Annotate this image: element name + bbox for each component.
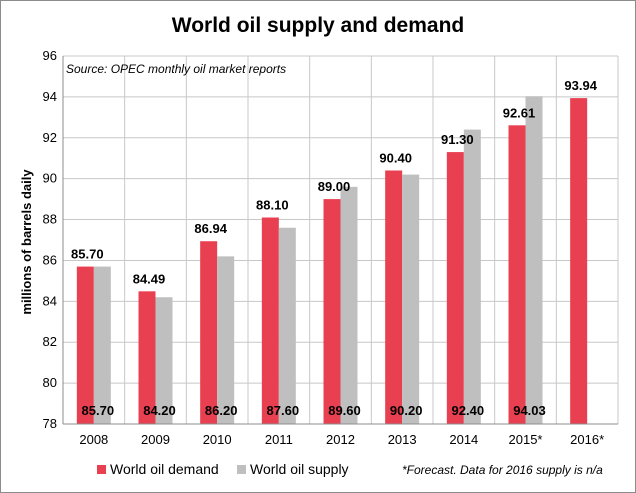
- data-label-supply: 90.20: [390, 403, 423, 418]
- data-label-demand: 86.94: [194, 221, 227, 236]
- bar-supply: [93, 266, 111, 424]
- bar-demand: [508, 125, 526, 424]
- bar-supply: [340, 186, 358, 424]
- data-label-supply: 84.20: [143, 403, 176, 418]
- data-label-supply: 85.70: [82, 403, 115, 418]
- data-label-supply: 94.03: [513, 403, 546, 418]
- bar-demand: [570, 98, 588, 425]
- bars: [76, 96, 588, 425]
- data-label-supply: 86.20: [205, 403, 238, 418]
- bar-demand: [385, 170, 403, 424]
- y-axis-label: millions of barrels daily: [19, 169, 34, 315]
- data-label-demand: 90.40: [379, 150, 412, 165]
- data-labels: 85.70 85.70 84.49 84.20 86.94 86.20 88.10 87.60…: [71, 78, 598, 418]
- data-label-demand: 89.00: [318, 179, 351, 194]
- x-tick-label: 2012: [326, 432, 355, 447]
- data-label-supply: 92.40: [452, 403, 485, 418]
- y-tick-label: 88: [43, 212, 57, 227]
- bar-supply: [402, 174, 420, 424]
- bar-demand: [323, 199, 341, 424]
- data-label-demand: 85.70: [71, 247, 104, 262]
- data-label-demand: 84.49: [133, 271, 166, 286]
- legend-label-supply: World oil supply: [250, 461, 349, 477]
- legend: World oil demand World oil supply: [97, 461, 349, 477]
- y-tick-label: 86: [43, 252, 57, 267]
- x-tick-label: 2008: [79, 432, 108, 447]
- legend-label-demand: World oil demand: [110, 461, 219, 477]
- source-note: Source: OPEC monthly oil market reports: [66, 62, 286, 76]
- x-tick-label: 2016*: [570, 432, 604, 447]
- data-label-demand: 88.10: [256, 198, 289, 213]
- bar-supply: [155, 297, 173, 424]
- bar-supply: [278, 227, 296, 424]
- y-tick-label: 78: [43, 416, 57, 431]
- bar-demand: [138, 291, 156, 424]
- bar-demand: [200, 241, 218, 424]
- x-tick-label: 2011: [265, 432, 293, 447]
- y-tick-label: 84: [43, 293, 57, 308]
- data-label-demand: 93.94: [564, 78, 597, 93]
- x-tick-label: 2009: [141, 432, 170, 447]
- bar-demand: [76, 266, 94, 424]
- bar-supply: [217, 256, 235, 424]
- bar-demand: [261, 217, 279, 424]
- x-tick-label: 2014: [449, 432, 478, 447]
- y-tick-label: 94: [43, 89, 57, 104]
- legend-swatch-demand: [97, 465, 106, 474]
- bar-supply: [463, 129, 481, 424]
- y-tick-label: 92: [43, 130, 57, 145]
- y-tick-label: 90: [43, 171, 57, 186]
- y-tick-label: 96: [43, 48, 57, 63]
- bar-demand: [446, 152, 464, 425]
- bar-supply: [525, 96, 543, 424]
- x-tick-label: 2013: [388, 432, 417, 447]
- data-label-demand: 91.30: [441, 132, 474, 147]
- data-label-demand: 92.61: [503, 105, 536, 120]
- y-tick-label: 82: [43, 334, 57, 349]
- footnote: *Forecast. Data for 2016 supply is n/a: [402, 463, 603, 477]
- y-tick-label: 80: [43, 375, 57, 390]
- axes: 78 80 82 84 86 88 90 92 94 96 2008 2009 2010 2011 2012…: [43, 48, 618, 447]
- data-label-supply: 87.60: [267, 403, 300, 418]
- x-tick-label: 2010: [203, 432, 232, 447]
- legend-swatch-supply: [237, 465, 246, 474]
- x-tick-label: 2015*: [509, 432, 543, 447]
- chart-title: World oil supply and demand: [172, 14, 464, 37]
- data-label-supply: 89.60: [328, 403, 361, 418]
